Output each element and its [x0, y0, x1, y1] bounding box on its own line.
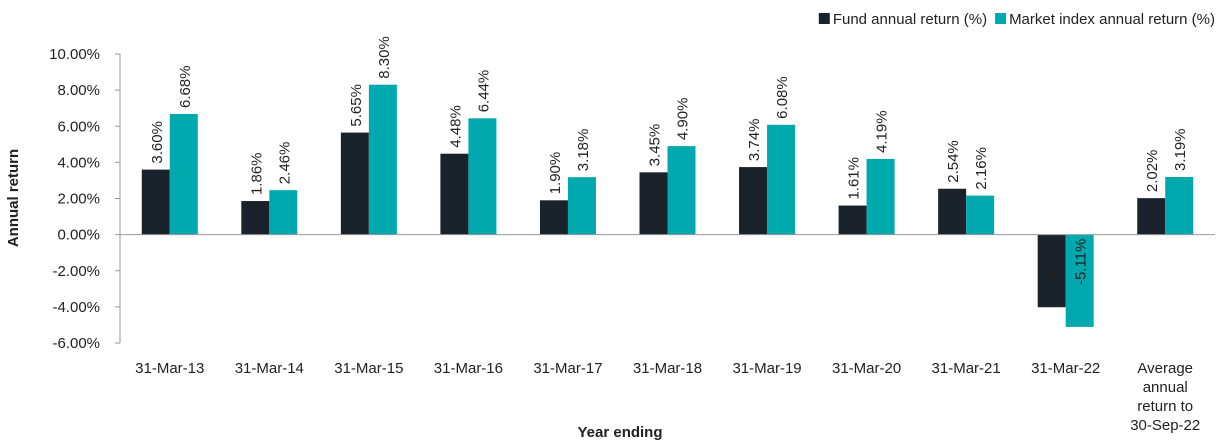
bar [1137, 198, 1166, 235]
x-tick-label: 31-Mar-17 [533, 360, 602, 377]
y-tick-label: 6.00% [57, 118, 100, 135]
value-label: 2.02% [1144, 150, 1161, 193]
x-axis-title: Year ending [577, 424, 662, 441]
bar [269, 190, 298, 235]
value-label: 4.90% [675, 98, 692, 141]
value-label: 1.90% [547, 152, 564, 195]
bar [468, 118, 497, 235]
value-label: 3.45% [647, 124, 664, 167]
legend-label: Market index annual return (%) [1009, 11, 1215, 28]
bar [539, 200, 568, 235]
y-tick-label: 8.00% [57, 82, 100, 99]
value-label: 6.44% [475, 70, 492, 113]
bar [767, 124, 796, 235]
value-label: 1.86% [248, 152, 265, 195]
bar [938, 188, 967, 235]
bar [340, 132, 369, 235]
y-tick-label: 2.00% [57, 191, 100, 208]
bar [739, 167, 768, 235]
value-label: 8.30% [376, 36, 393, 79]
x-tick-label: 31-Mar-21 [932, 360, 1001, 377]
x-tick-label: 31-Mar-14 [235, 360, 304, 377]
x-tick-label: 31-Mar-18 [633, 360, 702, 377]
value-label: 2.46% [276, 142, 293, 185]
bar [440, 153, 469, 235]
value-label: -4.02% [1045, 239, 1062, 287]
bar [966, 195, 995, 235]
value-label: 4.19% [874, 110, 891, 153]
bar [1037, 234, 1066, 308]
bar [639, 172, 668, 235]
value-label: -5.11% [1073, 239, 1090, 285]
value-label: 3.18% [575, 129, 592, 172]
y-axis-title: Annual return [5, 149, 22, 247]
x-tick-label: 31-Mar-13 [135, 360, 204, 377]
x-tick-label: 31-Mar-15 [334, 360, 403, 377]
y-tick-label: 10.00% [49, 46, 100, 63]
x-tick-label: Average annual return to 30-Sep-22 [1130, 360, 1200, 434]
value-label: 3.19% [1172, 128, 1189, 171]
value-label: 5.65% [348, 84, 365, 127]
value-label: 2.16% [973, 147, 990, 190]
bar [368, 84, 397, 235]
bar [567, 177, 596, 235]
value-label: 3.74% [746, 119, 763, 162]
bar [866, 158, 895, 235]
value-label: 4.48% [447, 105, 464, 148]
bar [1065, 234, 1094, 327]
y-tick-label: -2.00% [52, 263, 100, 280]
value-label: 3.60% [149, 121, 166, 164]
value-label: 2.54% [945, 140, 962, 183]
bar [1165, 177, 1194, 235]
x-tick-label: 31-Mar-19 [732, 360, 801, 377]
legend-swatch [995, 13, 1007, 24]
value-label: 1.61% [846, 157, 863, 200]
legend-swatch [818, 13, 830, 24]
x-tick-label: 31-Mar-22 [1031, 360, 1100, 377]
bar [141, 169, 170, 235]
y-tick-label: -4.00% [52, 299, 100, 316]
y-tick-label: 4.00% [57, 154, 100, 171]
x-tick-label: 31-Mar-16 [434, 360, 503, 377]
bar [667, 146, 696, 235]
bar [169, 113, 198, 235]
y-tick-label: -6.00% [52, 335, 100, 352]
value-label: 6.08% [774, 76, 791, 119]
y-tick-label: 0.00% [57, 227, 100, 244]
legend-label: Fund annual return (%) [833, 11, 987, 28]
bar [838, 205, 867, 235]
x-tick-label: 31-Mar-20 [832, 360, 901, 377]
value-label: 6.68% [177, 65, 194, 108]
bar [241, 201, 270, 235]
